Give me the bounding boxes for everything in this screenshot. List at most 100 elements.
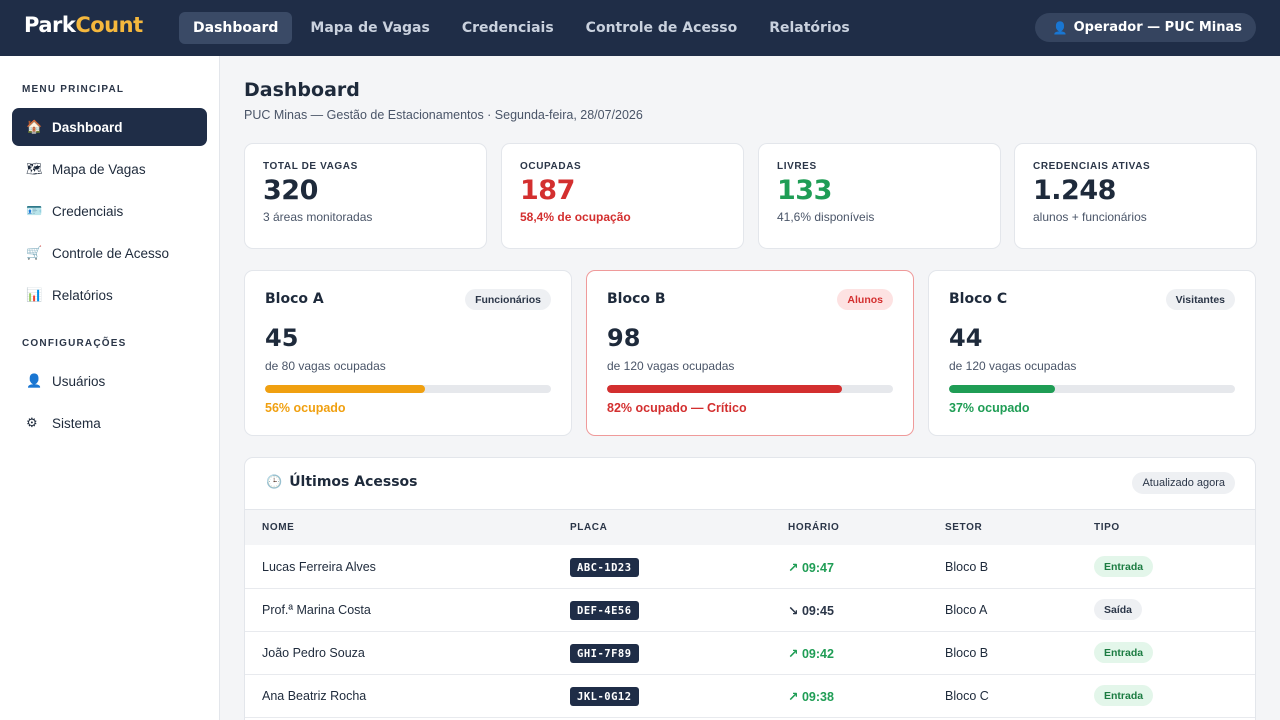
updated-badge: Atualizado agora [1132,472,1235,494]
block-name: Bloco C [949,291,1008,307]
stat-value: 320 [263,175,318,206]
block-card-b[interactable]: Bloco B Alunos 98 de 120 vagas ocupadas … [586,270,914,436]
sidebar-item-label: Sistema [52,415,101,431]
map-icon: 🗺 [26,161,43,176]
block-caption: de 120 vagas ocupadas [949,359,1077,373]
sidebar-item-controle-de-acesso[interactable]: 🛒 Controle de Acesso [12,234,207,272]
top-bar: ParkCount Dashboard Mapa de Vagas Creden… [0,0,1280,56]
sidebar-item-dashboard[interactable]: 🏠 Dashboard [12,108,207,146]
cart-icon: 🛒 [26,245,43,260]
page-subtitle: PUC Minas — Gestão de Estacionamentos · … [244,108,643,122]
stat-note: alunos + funcionários [1033,210,1147,224]
page-title: Dashboard [244,79,360,101]
block-occupied: 45 [265,324,299,352]
block-tag: Visitantes [1165,289,1235,310]
row-sector: Bloco B [945,560,989,574]
stat-label: OCUPADAS [520,161,582,172]
column-header-horario[interactable]: HORÁRIO [788,522,840,533]
block-progress-bar [265,385,551,393]
row-type-badge: Entrada [1094,642,1154,663]
stat-label: TOTAL DE VAGAS [263,161,358,172]
nav-relatorios[interactable]: Relatórios [769,20,850,36]
user-icon: 👤 [1052,20,1068,35]
stat-note: 58,4% de ocupação [520,210,631,224]
id-card-icon: 🪪 [26,203,43,218]
row-type-badge: Entrada [1094,556,1154,577]
sidebar: MENU PRINCIPAL 🏠 Dashboard 🗺 Mapa de Vag… [0,56,220,720]
row-type-badge: Entrada [1094,685,1154,706]
row-time-value: 09:45 [801,604,834,618]
column-header-tipo[interactable]: TIPO [1094,522,1120,533]
table-row[interactable]: Lucas Ferreira Alves ABC-1D23 ↗ 09:47 Bloco… [245,546,1255,589]
access-table-card: 🕒 Últimos Acessos Atualizado agora NOME … [244,457,1256,720]
block-card-a[interactable]: Bloco A Funcionários 45 de 80 vagas ocup… [244,270,572,436]
sidebar-item-usuarios[interactable]: 👤 Usuários [12,362,207,400]
main-nav: Dashboard Mapa de Vagas Credenciais Cont… [179,12,868,44]
home-icon: 🏠 [26,119,43,134]
block-percent: 56% ocupado [265,401,346,415]
row-name: Prof.ª Marina Costa [262,603,371,617]
sidebar-item-relatorios[interactable]: 📊 Relatórios [12,276,207,314]
nav-controle-de-acesso[interactable]: Controle de Acesso [585,20,738,36]
stat-note: 3 áreas monitoradas [263,210,373,224]
nav-mapa-de-vagas[interactable]: Mapa de Vagas [310,20,430,36]
block-progress-bar [949,385,1235,393]
row-time: ↗ 09:47 [788,560,834,575]
stat-card-total: TOTAL DE VAGAS 320 3 áreas monitoradas [244,143,487,249]
sidebar-item-sistema[interactable]: ⚙ Sistema [12,404,207,442]
block-progress-fill [607,385,842,393]
sidebar-item-credenciais[interactable]: 🪪 Credenciais [12,192,207,230]
table-row[interactable]: João Pedro Souza GHI-7F89 ↗ 09:42 Bloco B En… [245,632,1255,675]
column-header-setor[interactable]: SETOR [945,522,983,533]
app-logo[interactable]: ParkCount [24,13,143,37]
access-title-text: Últimos Acessos [289,474,418,490]
block-name: Bloco B [607,291,666,307]
sidebar-item-label: Credenciais [52,203,124,219]
row-sector: Bloco A [945,603,988,617]
stat-card-credenciais: CREDENCIAIS ATIVAS 1.248 alunos + funcio… [1014,143,1257,249]
stat-card-livres: LIVRES 133 41,6% disponíveis [758,143,1001,249]
sidebar-section-config: CONFIGURAÇÕES [22,338,127,349]
block-caption: de 80 vagas ocupadas [265,359,386,373]
logo-text-count: Count [75,13,143,37]
block-progress-fill [949,385,1055,393]
row-time: ↗ 09:38 [788,689,834,704]
table-header: NOME PLACA HORÁRIO SETOR TIPO [245,509,1255,545]
block-tag: Alunos [837,289,893,310]
sidebar-section-main: MENU PRINCIPAL [22,84,125,95]
stat-note: 41,6% disponíveis [777,210,875,224]
row-name: João Pedro Souza [262,646,365,660]
row-plate: ABC-1D23 [570,558,639,577]
column-header-placa[interactable]: PLACA [570,522,608,533]
operator-menu[interactable]: 👤 Operador — PUC Minas [1034,13,1256,42]
row-sector: Bloco B [945,646,989,660]
column-header-nome[interactable]: NOME [262,522,295,533]
block-progress-fill [265,385,426,393]
row-time-value: 09:42 [801,647,834,661]
sidebar-item-mapa-de-vagas[interactable]: 🗺 Mapa de Vagas [12,150,207,188]
sidebar-item-label: Relatórios [52,287,113,303]
nav-credenciais[interactable]: Credenciais [461,20,554,36]
stat-label: LIVRES [777,161,817,172]
table-row[interactable]: Ana Beatriz Rocha JKL-0G12 ↗ 09:38 Bloco C E… [245,675,1255,718]
row-type-badge: Saída [1094,599,1143,620]
access-table-title: 🕒 Últimos Acessos [266,474,418,490]
block-tag: Funcionários [465,289,551,310]
sidebar-item-label: Mapa de Vagas [52,161,146,177]
stat-value: 187 [520,175,575,206]
row-name: Lucas Ferreira Alves [262,560,376,574]
block-card-c[interactable]: Bloco C Visitantes 44 de 120 vagas ocupa… [928,270,1256,436]
nav-dashboard[interactable]: Dashboard [179,12,293,44]
row-time: ↘ 09:45 [788,603,834,618]
sidebar-item-label: Dashboard [52,119,123,135]
stat-value: 1.248 [1033,175,1116,206]
row-name: Ana Beatriz Rocha [262,689,367,703]
row-time: ↗ 09:42 [788,646,834,661]
sidebar-item-label: Usuários [52,373,106,389]
user-icon: 👤 [26,373,43,388]
block-caption: de 120 vagas ocupadas [607,359,735,373]
logo-text-park: Park [24,13,76,37]
table-row[interactable]: Prof.ª Marina Costa DEF-4E56 ↘ 09:45 Bloco … [245,589,1255,632]
row-time-value: 09:47 [801,561,834,575]
row-time-value: 09:38 [801,690,834,704]
